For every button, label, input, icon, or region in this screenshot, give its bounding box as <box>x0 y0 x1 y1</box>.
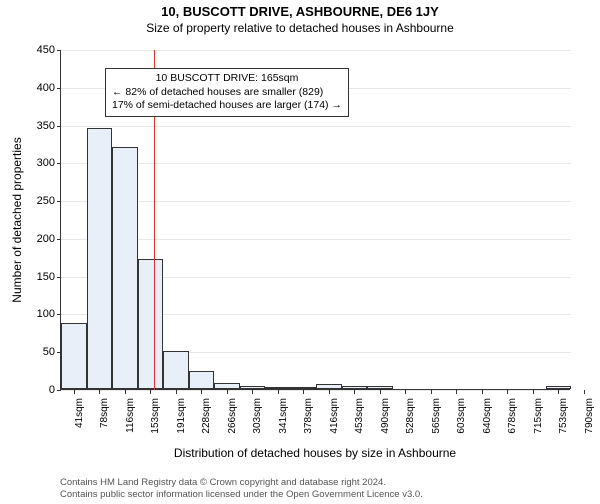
xtick-mark <box>431 390 432 394</box>
gridline <box>61 201 571 202</box>
xtick-mark <box>405 390 406 394</box>
ytick-label: 400 <box>25 82 55 94</box>
footer-line1: Contains HM Land Registry data © Crown c… <box>60 477 423 489</box>
xtick-label: 715sqm <box>533 398 544 448</box>
xtick-mark <box>584 390 585 394</box>
xtick-mark <box>278 390 279 394</box>
xtick-label: 228sqm <box>201 398 212 448</box>
xtick-mark <box>150 390 151 394</box>
xtick-label: 303sqm <box>252 398 263 448</box>
ytick-mark <box>57 239 61 240</box>
ytick-mark <box>57 277 61 278</box>
ytick-mark <box>57 88 61 89</box>
xtick-label: 678sqm <box>507 398 518 448</box>
xtick-label: 790sqm <box>584 398 595 448</box>
xtick-label: 640sqm <box>482 398 493 448</box>
xtick-mark <box>456 390 457 394</box>
ytick-mark <box>57 163 61 164</box>
ytick-label: 250 <box>25 195 55 207</box>
ytick-label: 200 <box>25 233 55 245</box>
x-axis-label: Distribution of detached houses by size … <box>60 446 570 460</box>
xtick-label: 266sqm <box>227 398 238 448</box>
xtick-label: 603sqm <box>456 398 467 448</box>
histogram-bar <box>546 386 572 389</box>
histogram-bar <box>189 371 215 389</box>
annotation-line3: 17% of semi-detached houses are larger (… <box>112 99 342 113</box>
gridline <box>61 163 571 164</box>
ytick-mark <box>57 201 61 202</box>
ytick-label: 0 <box>25 384 55 396</box>
xtick-label: 41sqm <box>74 398 85 448</box>
ytick-mark <box>57 50 61 51</box>
histogram-bar <box>265 387 291 389</box>
histogram-bar <box>367 386 393 389</box>
histogram-bar <box>163 351 189 389</box>
footer-line2: Contains public sector information licen… <box>60 489 423 501</box>
gridline <box>61 390 571 391</box>
xtick-mark <box>303 390 304 394</box>
xtick-mark <box>227 390 228 394</box>
ytick-label: 450 <box>25 44 55 56</box>
xtick-mark <box>74 390 75 394</box>
chart-area: 05010015020025030035040045041sqm78sqm116… <box>60 50 570 390</box>
gridline <box>61 239 571 240</box>
xtick-mark <box>201 390 202 394</box>
xtick-label: 116sqm <box>125 398 136 448</box>
xtick-mark <box>482 390 483 394</box>
xtick-label: 416sqm <box>329 398 340 448</box>
histogram-bar <box>342 386 368 389</box>
xtick-mark <box>176 390 177 394</box>
ytick-mark <box>57 126 61 127</box>
xtick-mark <box>354 390 355 394</box>
xtick-label: 753sqm <box>558 398 569 448</box>
annotation-line2: ← 82% of detached houses are smaller (82… <box>112 86 342 100</box>
xtick-mark <box>252 390 253 394</box>
ytick-label: 300 <box>25 157 55 169</box>
y-axis-label: Number of detached properties <box>10 137 24 302</box>
gridline <box>61 50 571 51</box>
chart-title: 10, BUSCOTT DRIVE, ASHBOURNE, DE6 1JY <box>0 4 600 19</box>
ytick-label: 350 <box>25 120 55 132</box>
ytick-label: 150 <box>25 271 55 283</box>
ytick-label: 100 <box>25 308 55 320</box>
xtick-label: 565sqm <box>431 398 442 448</box>
histogram-bar <box>112 147 138 389</box>
histogram-bar <box>61 323 87 389</box>
chart-container: 10, BUSCOTT DRIVE, ASHBOURNE, DE6 1JY Si… <box>0 4 600 504</box>
xtick-label: 78sqm <box>99 398 110 448</box>
xtick-mark <box>558 390 559 394</box>
xtick-label: 191sqm <box>176 398 187 448</box>
gridline <box>61 126 571 127</box>
xtick-label: 528sqm <box>405 398 416 448</box>
ytick-mark <box>57 314 61 315</box>
footer: Contains HM Land Registry data © Crown c… <box>60 477 423 501</box>
histogram-bar <box>291 387 317 389</box>
histogram-bar <box>214 383 240 389</box>
xtick-mark <box>533 390 534 394</box>
xtick-label: 453sqm <box>354 398 365 448</box>
xtick-mark <box>125 390 126 394</box>
xtick-label: 378sqm <box>303 398 314 448</box>
xtick-mark <box>99 390 100 394</box>
annotation-box: 10 BUSCOTT DRIVE: 165sqm ← 82% of detach… <box>105 68 349 117</box>
histogram-bar <box>87 128 113 389</box>
histogram-bar <box>240 386 266 389</box>
xtick-mark <box>380 390 381 394</box>
xtick-mark <box>329 390 330 394</box>
annotation-line1: 10 BUSCOTT DRIVE: 165sqm <box>112 72 342 86</box>
xtick-mark <box>507 390 508 394</box>
xtick-label: 490sqm <box>380 398 391 448</box>
xtick-label: 341sqm <box>278 398 289 448</box>
ytick-mark <box>57 390 61 391</box>
histogram-bar <box>316 384 342 389</box>
xtick-label: 153sqm <box>150 398 161 448</box>
chart-subtitle: Size of property relative to detached ho… <box>0 21 600 35</box>
ytick-label: 50 <box>25 346 55 358</box>
histogram-bar <box>138 259 164 389</box>
